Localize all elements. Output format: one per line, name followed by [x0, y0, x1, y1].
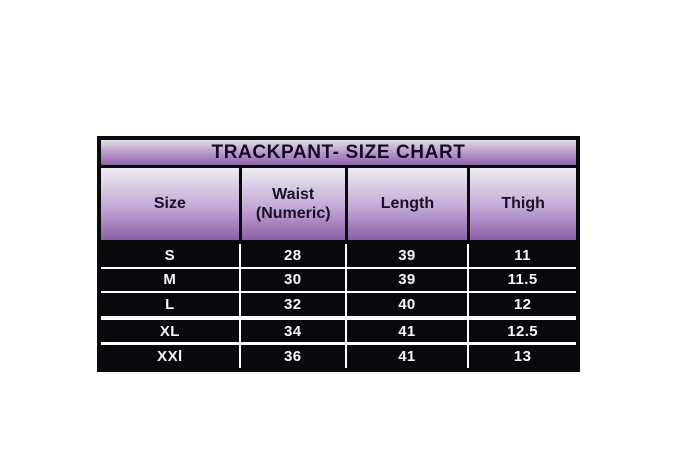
column-header-waist-sublabel: (Numeric) [255, 205, 331, 222]
size-cell: L [165, 295, 175, 313]
length-cell: 39 [344, 268, 468, 292]
waist-cell: 32 [238, 293, 345, 316]
column-header-thigh: Thigh [467, 168, 576, 240]
thigh-cell: 12 [467, 293, 576, 316]
table-body: S 28 39 11 M 30 39 11.5 L 32 40 12 XL 34… [101, 244, 576, 368]
table-header-row: Size Waist (Numeric) Length Thigh [101, 168, 576, 244]
size-cell: S [164, 246, 176, 264]
size-cell: M [163, 271, 177, 289]
size-cell: XXl [157, 348, 183, 366]
thigh-cell: 11.5 [467, 268, 576, 292]
thigh-cell: 11 [467, 244, 576, 267]
column-header-size-label: Size [153, 195, 186, 213]
table-row-l: L 32 40 12 [101, 291, 576, 316]
length-cell: 39 [344, 244, 468, 267]
waist-cell: 36 [238, 345, 345, 368]
column-header-size: Size [101, 168, 239, 240]
table-row-s: S 28 39 11 [101, 244, 576, 267]
waist-cell: 34 [238, 319, 345, 343]
length-cell: 41 [344, 345, 468, 368]
chart-title: TRACKPANT- SIZE CHART [101, 140, 576, 168]
length-cell: 40 [344, 293, 468, 316]
size-cell: XL [159, 322, 180, 340]
column-header-thigh-label: Thigh [501, 195, 545, 213]
waist-cell: 28 [238, 244, 345, 267]
column-header-length: Length [344, 168, 468, 240]
thigh-cell: 13 [467, 345, 576, 368]
size-chart-table: TRACKPANT- SIZE CHART Size Waist (Numeri… [97, 136, 580, 372]
table-row-xl: XL 34 41 12.5 [101, 315, 576, 343]
length-cell: 41 [344, 319, 468, 343]
column-header-length-label: Length [380, 195, 435, 213]
column-header-waist: Waist (Numeric) [238, 168, 345, 240]
thigh-cell: 12.5 [467, 319, 576, 343]
table-row-m: M 30 39 11.5 [101, 266, 576, 292]
table-row-xxl: XXl 36 41 13 [101, 342, 576, 368]
column-header-waist-label: Waist [272, 185, 315, 203]
waist-cell: 30 [238, 268, 345, 292]
